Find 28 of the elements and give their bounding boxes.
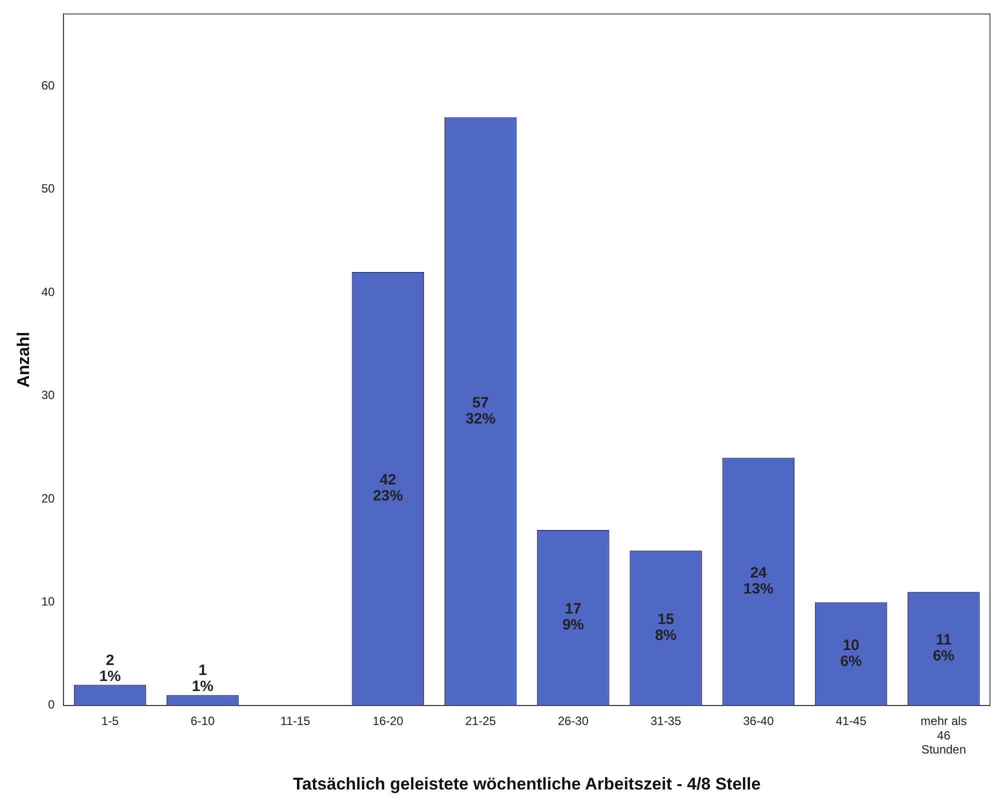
x-tick-label: 36-40	[743, 714, 774, 728]
data-label: 24 13%	[743, 564, 774, 598]
y-tick-label: 20	[41, 491, 56, 506]
x-tick-label: 41-45	[836, 714, 867, 728]
x-tick-label: 16-20	[372, 714, 404, 728]
data-label: 1 1%	[192, 662, 214, 696]
x-tick-label: 11-15	[280, 714, 311, 728]
x-tick-label: 26-30	[558, 714, 589, 728]
y-tick-label: 0	[48, 698, 56, 712]
x-tick-label: 31-35	[650, 714, 682, 728]
y-tick-label: 10	[41, 594, 56, 609]
data-label: 2 1%	[99, 652, 121, 685]
data-label: 11 6%	[932, 632, 955, 665]
data-label: 57 32%	[466, 394, 496, 428]
x-axis-title: Tatsächlich geleistete wöchentliche Arbeitszeit - 4/8 Stelle	[293, 774, 761, 794]
y-tick-label: 40	[41, 284, 56, 299]
x-tick-label: mehr als 46 Stunden	[920, 714, 967, 757]
x-tick-label: 1-5	[101, 714, 120, 728]
data-label: 42 23%	[372, 472, 403, 505]
y-tick-label: 50	[41, 182, 56, 196]
y-tick-label: 60	[41, 78, 56, 93]
data-label: 15 8%	[654, 611, 677, 644]
y-tick-label: 30	[41, 388, 56, 402]
x-tick-label: 21-25	[465, 714, 496, 728]
data-label: 10 6%	[840, 636, 862, 670]
x-tick-label: 6-10	[190, 714, 216, 728]
data-label: 17 9%	[562, 600, 584, 634]
y-axis-title: Anzahl	[14, 332, 33, 388]
